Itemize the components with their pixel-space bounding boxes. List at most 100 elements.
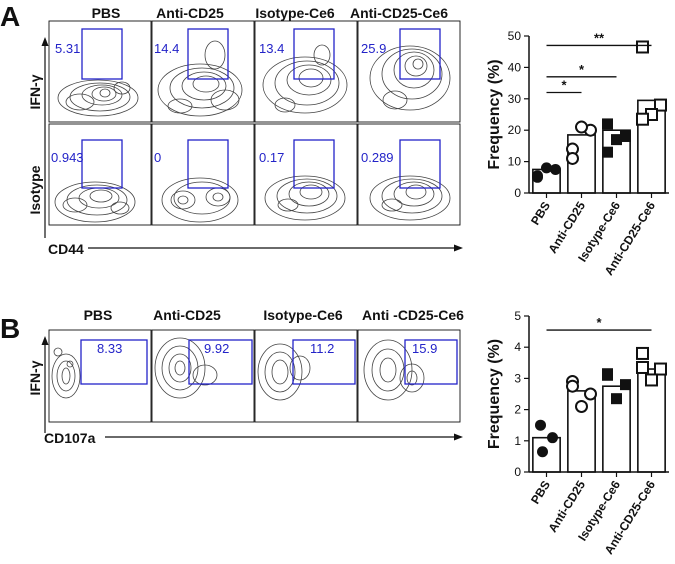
contour-a6 (161, 177, 239, 223)
gate-value-b1: 8.33 (97, 341, 122, 356)
data-point (611, 134, 622, 146)
data-point (636, 112, 649, 126)
data-point (654, 98, 667, 112)
contour-b3 (257, 343, 311, 401)
gate-value-a7: 0.17 (259, 150, 284, 165)
gate-value-b4: 15.9 (412, 341, 437, 356)
panel-b-header-isotype-ce6: Isotype-Ce6 (263, 307, 343, 323)
gate-value-b2: 9.92 (204, 341, 229, 356)
contour-a7 (264, 175, 346, 221)
data-point (611, 393, 622, 405)
gate-value-b3: 11.2 (310, 341, 334, 356)
gate-b1 (80, 339, 148, 385)
panel-a-x-arrowhead (454, 244, 463, 252)
gate-b2 (188, 339, 253, 385)
y-tick-label: 40 (508, 60, 522, 74)
panel-a-gates (81, 28, 441, 189)
panel-letter-a: A (0, 1, 20, 32)
panel-a-row-label-ifng: IFN-γ (27, 74, 43, 109)
panel-b-gate-values: 8.33 9.92 11.2 15.9 (97, 341, 437, 356)
x-tick-label: PBS (528, 478, 553, 506)
panel-b-y-label: IFN-γ (27, 360, 43, 395)
data-point (532, 171, 543, 183)
y-tick-label: 0 (514, 465, 521, 479)
panel-b-plot-pbs (48, 329, 152, 423)
data-point (602, 146, 613, 158)
panel-a-header-anti-cd25-ce6: Anti-CD25-Ce6 (350, 5, 448, 21)
data-point (636, 346, 649, 360)
gate-a3 (293, 28, 335, 80)
contour-b1 (51, 347, 81, 399)
gate-value-a8: 0.289 (361, 150, 394, 165)
significance-label: * (596, 315, 602, 330)
data-point (566, 151, 579, 165)
panel-a-gate-values: 5.31 14.4 13.4 25.9 0.943 0 0.17 0.289 (51, 41, 394, 165)
data-point (541, 162, 552, 174)
panel-b-plot-anti-cd25-ce6 (357, 329, 461, 423)
gate-value-a1: 5.31 (55, 41, 80, 56)
panel-a-y-arrowhead (41, 37, 49, 46)
gate-value-a2: 14.4 (154, 41, 179, 56)
data-point (547, 432, 558, 444)
panel-a-header-isotype-ce6: Isotype-Ce6 (255, 5, 335, 21)
data-point (654, 362, 667, 376)
gate-a6 (187, 139, 229, 189)
gate-a8 (399, 139, 441, 189)
gate-a4 (399, 28, 441, 80)
panel-a-plot-anti-cd25-ce6-isotype (357, 123, 461, 226)
y-tick-label: 4 (514, 340, 521, 354)
gate-value-a4: 25.9 (361, 41, 386, 56)
y-tick-label: 30 (508, 92, 522, 106)
data-point (575, 120, 588, 134)
y-tick-label: 10 (508, 155, 522, 169)
panel-a-header-anti-cd25: Anti-CD25 (156, 5, 224, 21)
data-point (620, 379, 631, 391)
significance-label: ** (594, 30, 605, 45)
panel-b-group-headers: PBS Anti-CD25 Isotype-Ce6 Anti -CD25-Ce6 (84, 307, 465, 323)
data-point (636, 40, 649, 54)
gate-a7 (293, 139, 335, 189)
panel-a-plot-isotype-ce6-ifng (254, 20, 358, 123)
panel-a-plot-isotype-ce6-isotype (254, 123, 358, 226)
gate-value-a5: 0.943 (51, 150, 84, 165)
y-tick-label: 0 (514, 186, 521, 200)
data-point (584, 387, 597, 401)
contour-a2 (157, 40, 243, 117)
data-point (537, 446, 548, 458)
contour-a5 (54, 181, 136, 223)
x-tick-label: PBS (528, 199, 553, 227)
panel-b-plots (48, 329, 461, 423)
panel-b-plot-anti-cd25 (151, 329, 255, 423)
panel-b-y-arrowhead (41, 336, 49, 345)
panel-b-contours (51, 337, 425, 401)
gate-value-a3: 13.4 (259, 41, 284, 56)
contour-a4 (369, 45, 451, 111)
contour-b4 (363, 339, 425, 401)
data-point (602, 118, 613, 130)
data-point (602, 368, 613, 380)
panel-b-plot-isotype-ce6 (254, 329, 358, 423)
data-point (620, 130, 631, 142)
panel-b-x-arrowhead (454, 433, 463, 441)
panel-a-plot-anti-cd25-ifng (151, 20, 255, 123)
y-tick-label: 5 (514, 309, 521, 323)
panel-b-header-anti-cd25: Anti-CD25 (153, 307, 221, 323)
y-tick-label: 2 (514, 403, 521, 417)
significance-label: * (561, 78, 567, 93)
panel-a-row-label-isotype: Isotype (27, 165, 43, 214)
panel-a-contours (54, 40, 451, 223)
panel-a-plot-anti-cd25-ce6-ifng (357, 20, 461, 123)
panel-b-gates (80, 339, 458, 385)
panel-a-plots (48, 20, 461, 226)
gate-b3 (292, 339, 356, 385)
panel-b-header-pbs: PBS (84, 307, 113, 323)
contour-a8 (369, 175, 451, 221)
panel-a-plot-pbs-isotype (48, 123, 152, 226)
y-tick-label: 20 (508, 123, 522, 137)
data-point (645, 373, 658, 387)
contour-a1 (57, 79, 139, 117)
panel-a-plot-anti-cd25-isotype (151, 123, 255, 226)
panel-a-header-pbs: PBS (92, 5, 121, 21)
gate-b4 (404, 339, 458, 385)
